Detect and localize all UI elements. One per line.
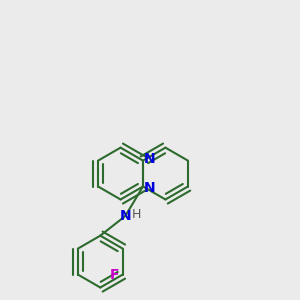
Text: N: N <box>119 209 131 223</box>
Text: H: H <box>132 208 141 221</box>
Text: F: F <box>110 268 119 282</box>
Text: N: N <box>144 181 155 195</box>
Text: N: N <box>144 152 155 167</box>
